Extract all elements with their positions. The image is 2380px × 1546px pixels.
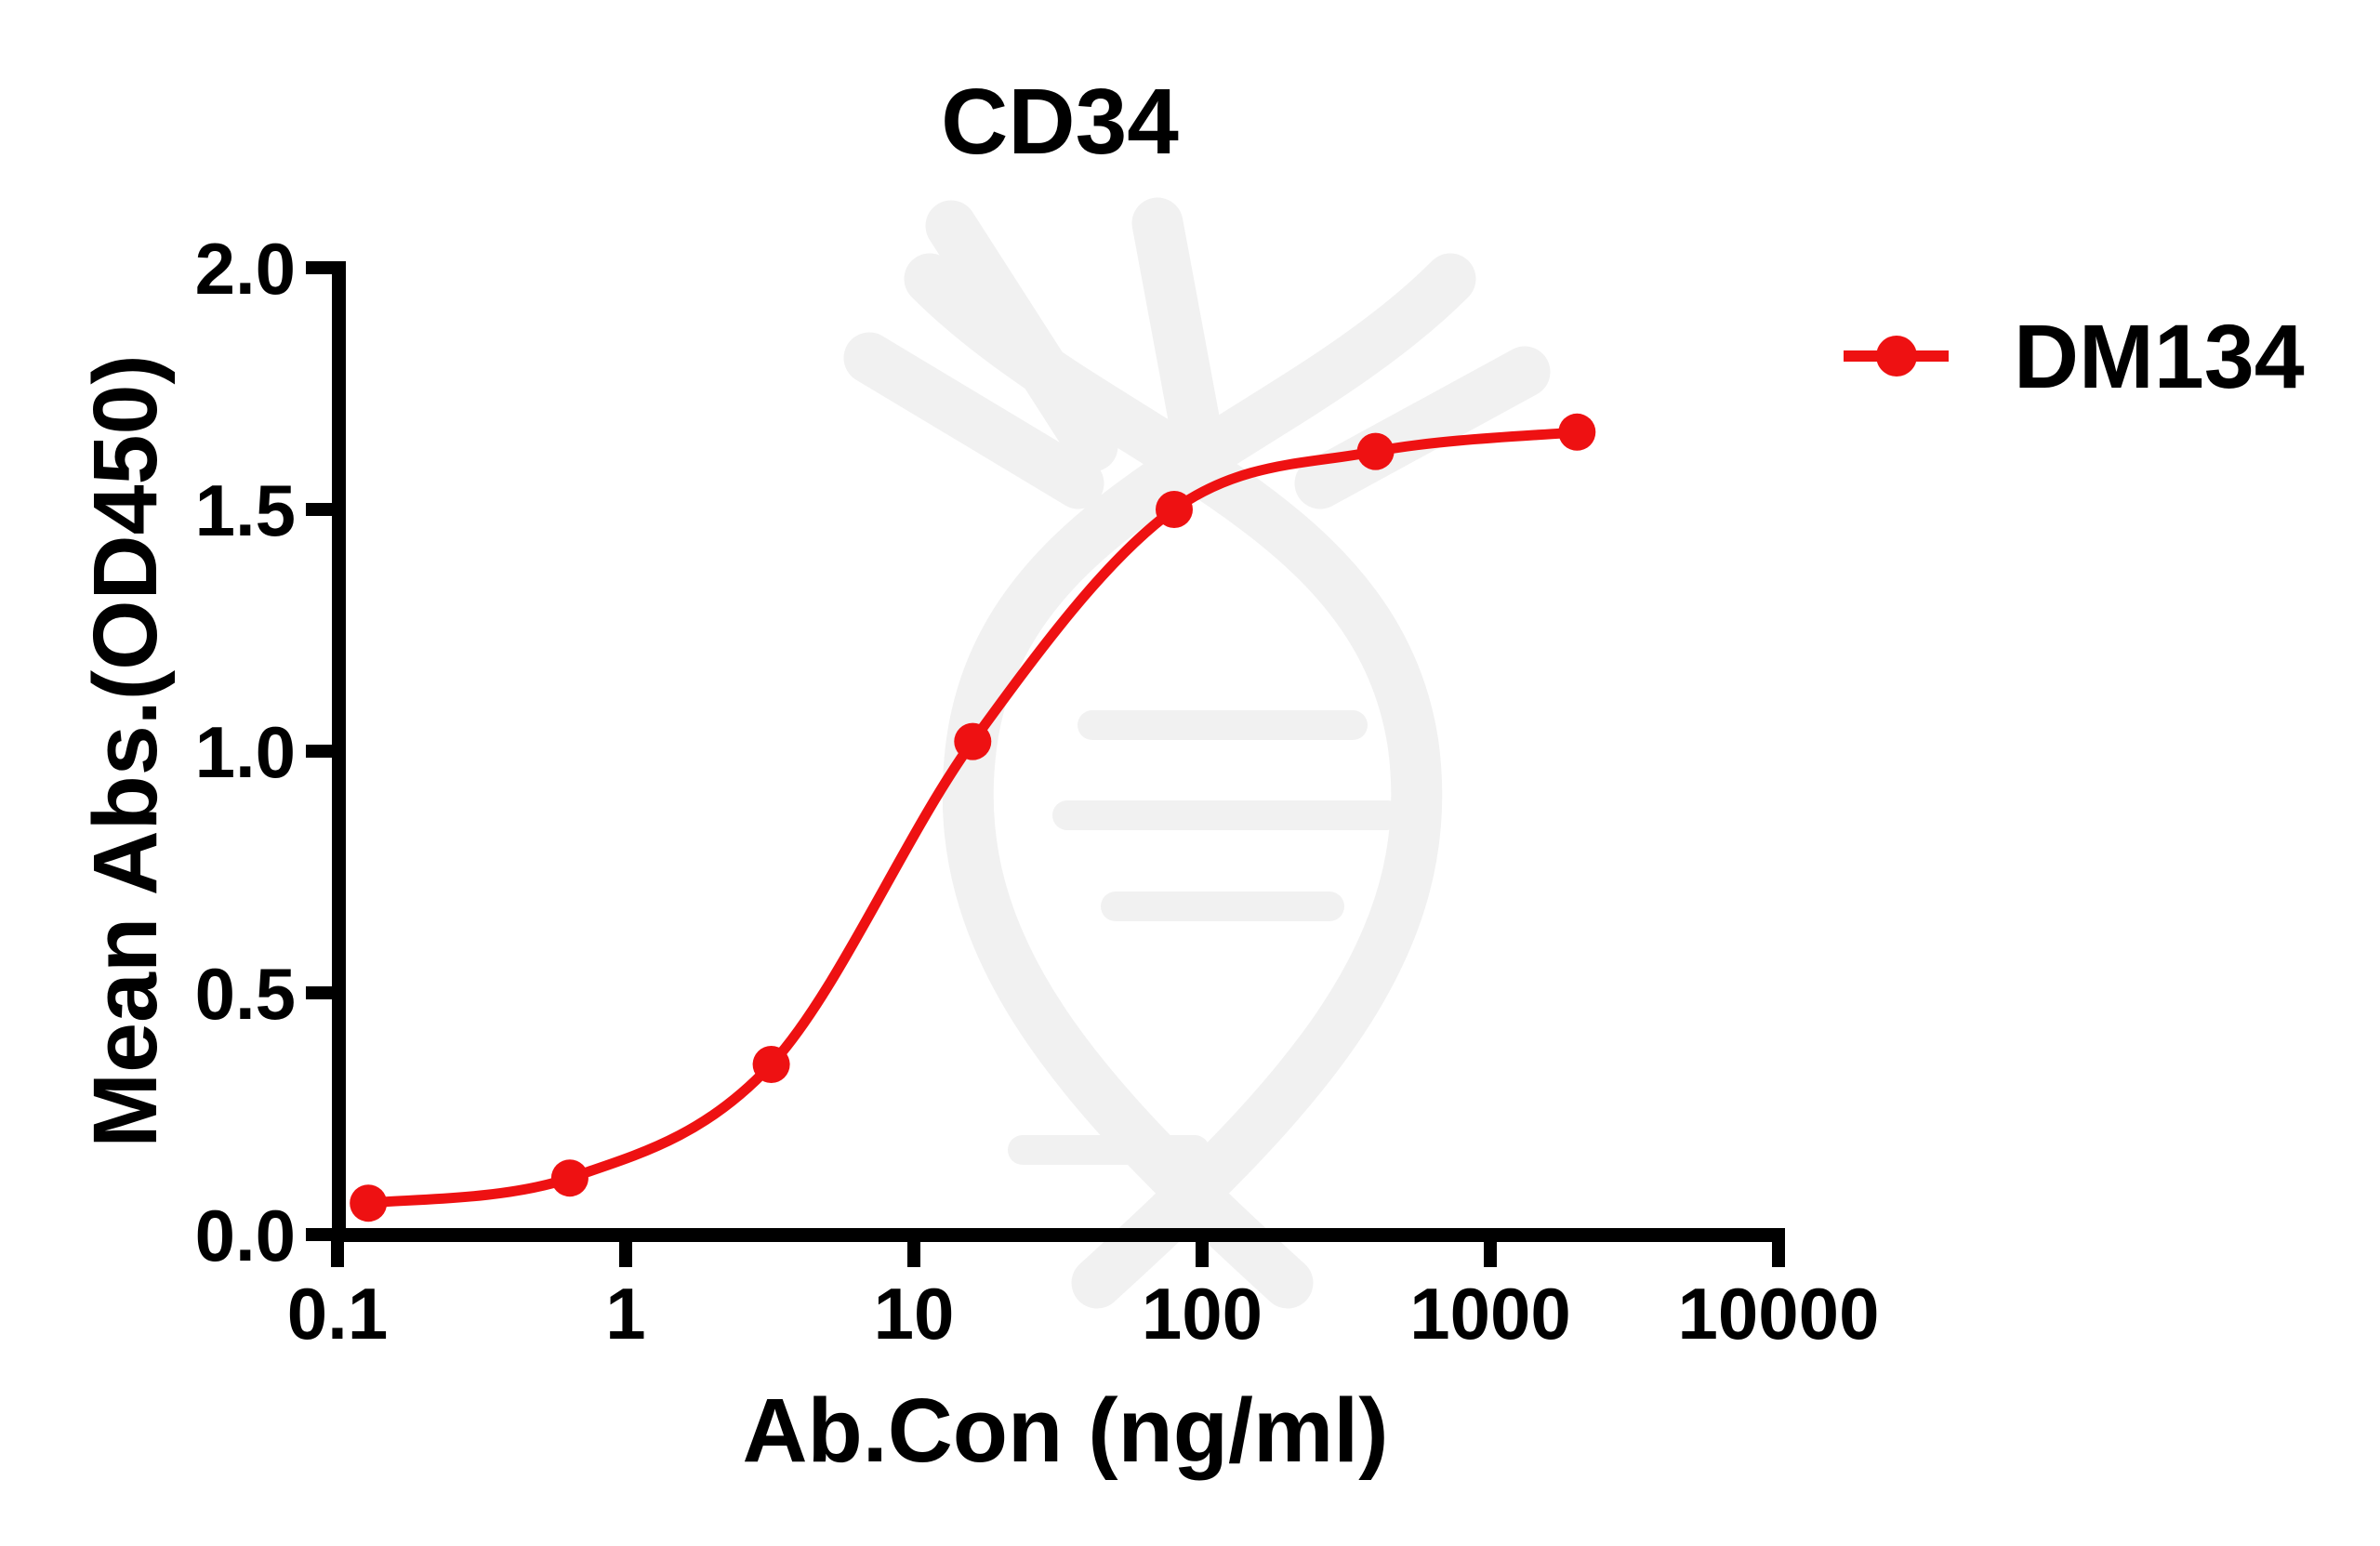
legend-series-label: DM134	[2014, 306, 2305, 407]
y-tick-label: 1.5	[195, 469, 296, 551]
y-axis-title: Mean Abs.(OD450)	[74, 354, 176, 1147]
x-tick	[619, 1241, 632, 1267]
dna-helix-watermark	[843, 197, 1551, 1309]
x-tick-label: 100	[1142, 1273, 1263, 1354]
x-tick	[907, 1241, 920, 1267]
data-point	[954, 722, 992, 760]
y-tick-label: 1.0	[195, 711, 296, 793]
x-tick-label: 1	[605, 1273, 645, 1354]
y-tick	[306, 1228, 333, 1241]
data-point	[1558, 413, 1596, 451]
helix-flare-top-right	[1131, 197, 1221, 449]
data-series-layer	[350, 413, 1596, 1222]
x-tick	[1484, 1241, 1497, 1267]
data-point	[1156, 491, 1193, 528]
helix-flare-upper-right	[1294, 346, 1551, 509]
y-tick	[306, 503, 333, 516]
helix-flare-upper-left	[843, 332, 1104, 509]
y-tick	[306, 745, 333, 758]
x-tick	[1772, 1241, 1785, 1267]
x-tick-label: 10000	[1678, 1273, 1880, 1354]
data-point	[1356, 432, 1395, 470]
x-tick-label: 1000	[1409, 1273, 1571, 1354]
chart-title: CD34	[941, 70, 1179, 174]
x-tick	[1196, 1241, 1209, 1267]
data-point	[550, 1159, 588, 1197]
y-tick	[306, 261, 333, 274]
y-tick	[306, 986, 333, 999]
y-tick-label: 0.5	[195, 953, 296, 1035]
helix-strand-a	[904, 253, 1443, 1309]
y-tick-label: 2.0	[195, 228, 296, 310]
x-tick-label: 0.1	[287, 1273, 388, 1354]
data-point	[752, 1046, 790, 1083]
x-axis-baseline	[332, 1228, 1785, 1242]
axes	[306, 261, 1785, 1267]
helix-flare-top-left	[925, 200, 1118, 472]
y-tick-labels: 0.0 0.5 1.0 1.5 2.0	[195, 228, 296, 1276]
legend-marker-icon	[1876, 336, 1917, 377]
y-tick-label: 0.0	[195, 1195, 296, 1276]
x-tick-labels: 0.1 1 10 100 1000 10000	[287, 1273, 1880, 1354]
legend: DM134	[1844, 306, 2305, 407]
x-tick-label: 10	[874, 1273, 955, 1354]
data-point	[350, 1184, 388, 1222]
x-axis-title: Ab.Con (ng/ml)	[742, 1380, 1388, 1481]
x-tick	[331, 1241, 344, 1267]
y-axis-spine	[332, 261, 346, 1241]
